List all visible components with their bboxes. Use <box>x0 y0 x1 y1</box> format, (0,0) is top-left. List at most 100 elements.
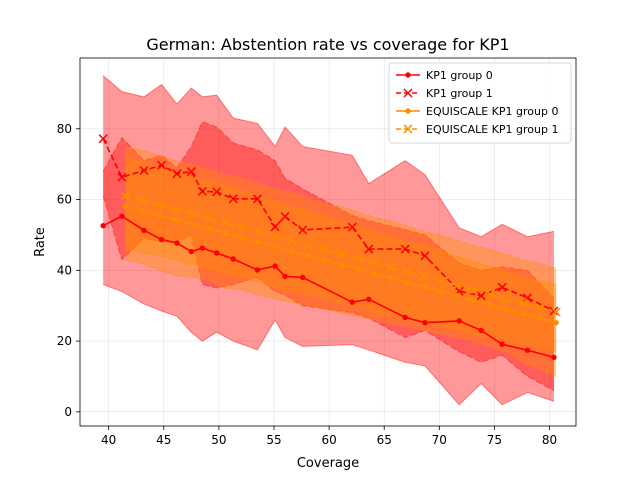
legend-marker <box>405 108 411 114</box>
kp1-group-1-point <box>497 282 507 292</box>
x-tick-label: 45 <box>156 433 171 447</box>
equiscale-kp1-group-1-point <box>369 258 379 268</box>
kp1-group-0-point <box>188 248 195 255</box>
equiscale-kp1-group-0-point <box>454 293 460 299</box>
kp1-group-1-point <box>252 194 262 204</box>
kp1-group-1-point <box>212 187 222 197</box>
legend-label: KP1 group 1 <box>426 87 493 100</box>
kp1-group-0-point <box>158 236 165 243</box>
equiscale-kp1-group-0-point <box>288 248 295 254</box>
equiscale-kp1-group-1-point <box>120 191 130 201</box>
kp1-group-0-point <box>349 299 355 305</box>
equiscale-kp1-group-1-point <box>502 294 512 304</box>
equiscale-kp1-group-1-point <box>468 285 479 295</box>
equiscale-kp1-group-0-point <box>355 266 361 272</box>
legend-frame <box>388 62 572 144</box>
chart-title: German: Abstention rate vs coverage for … <box>146 35 509 54</box>
kp1-group-0-point <box>499 341 505 347</box>
equiscale-kp1-group-0-point <box>189 221 196 228</box>
equiscale-kp1-group-0-point <box>122 203 128 210</box>
kp1-group-1-point <box>197 186 207 196</box>
kp1-group-0-point <box>402 314 408 321</box>
x-tick-label: 80 <box>542 433 557 447</box>
equiscale-kp1-group-0-band-upper-edge <box>125 156 557 285</box>
equiscale-kp1-group-0-band-lower-edge <box>125 259 557 377</box>
kp1-group-1-point <box>280 211 290 222</box>
equiscale-kp1-group-0-point <box>321 257 328 263</box>
equiscale-kp1-group-0-point <box>470 297 477 304</box>
legend-marker <box>405 72 411 78</box>
kp1-group-1-point <box>364 244 374 254</box>
legend-label: EQUISCALE KP1 group 0 <box>426 105 558 118</box>
equiscale-kp1-group-1-point <box>551 307 561 317</box>
kp1-group-0-point <box>213 250 220 256</box>
kp1-group-0-point <box>174 240 180 246</box>
legend-entry-kp1-group-1: KP1 group 1 <box>396 87 493 100</box>
legend-entry-equiscale-kp1-group-0: EQUISCALE KP1 group 0 <box>396 105 558 118</box>
x-tick-label: 40 <box>101 433 116 447</box>
series-markers <box>98 134 561 361</box>
equiscale-kp1-group-0-point <box>388 275 394 281</box>
legend-marker <box>403 88 413 98</box>
equiscale-kp1-group-0-point <box>487 301 493 308</box>
equiscale-kp1-group-0-point <box>272 243 278 250</box>
kp1-group-0-point <box>254 267 261 273</box>
equiscale-kp1-group-0-point <box>305 252 311 259</box>
kp1-group-1-point <box>139 165 149 176</box>
kp1-group-1-band <box>103 121 554 391</box>
kp1-group-0-point <box>524 347 531 353</box>
kp1-group-0-point <box>199 245 206 251</box>
equiscale-kp1-group-0-point <box>503 306 510 312</box>
kp1-group-1-point <box>98 134 108 144</box>
x-tick-label: 75 <box>487 433 502 447</box>
equiscale-kp1-group-0-point <box>536 315 543 321</box>
equiscale-kp1-group-0-point <box>437 288 444 295</box>
kp1-group-1-point <box>228 194 238 204</box>
kp1-group-1-point <box>347 222 357 232</box>
equiscale-kp1-group-0-point <box>371 270 377 277</box>
x-axis-ticks: 40 45 50 55 60 65 70 75 80 <box>101 426 557 447</box>
x-tick-label: 60 <box>321 433 336 447</box>
equiscale-kp1-group-0-point <box>255 239 262 245</box>
equiscale-kp1-group-0-point <box>139 208 145 214</box>
kp1-group-0-point <box>299 274 306 281</box>
equiscale-kp1-group-1-point <box>154 200 164 210</box>
equiscale-kp1-group-1-point <box>171 204 181 214</box>
equiscale-kp1-group-1-point <box>535 303 545 313</box>
x-axis-label: Coverage <box>297 456 359 471</box>
equiscale-kp1-group-1-point <box>254 227 264 237</box>
equiscale-kp1-group-1-point <box>287 236 297 246</box>
equiscale-kp1-group-1-point <box>320 245 330 255</box>
equiscale-kp1-group-0-point <box>173 217 179 223</box>
y-tick-label: 20 <box>57 334 72 348</box>
equiscale-kp1-group-0-point <box>338 261 344 268</box>
legend: KP1 group 0 KP1 group 1 EQUISCALE KP1 grou… <box>388 62 572 144</box>
kp1-group-1-point <box>420 251 430 261</box>
kp1-group-0-point <box>230 256 236 262</box>
kp1-group-1-point <box>270 222 280 232</box>
y-axis-label: Rate <box>33 227 48 257</box>
equiscale-kp1-group-1-point <box>303 240 313 250</box>
kp1-group-0-point <box>551 354 557 361</box>
y-axis-ticks: 0 20 40 60 80 <box>57 122 80 419</box>
y-tick-label: 80 <box>57 122 72 136</box>
y-tick-label: 60 <box>57 193 72 207</box>
kp1-group-1-point <box>549 306 559 316</box>
legend-label: KP1 group 0 <box>426 69 493 82</box>
equiscale-kp1-group-1-band-lower-edge <box>125 248 557 353</box>
legend-marker <box>403 124 413 134</box>
x-tick-label: 55 <box>266 433 281 447</box>
kp1-group-1-point <box>117 172 127 182</box>
kp1-group-0-point <box>478 327 484 334</box>
equiscale-kp1-group-0-point <box>404 279 411 286</box>
equiscale-kp1-group-1-point <box>518 298 528 308</box>
kp1-group-1-band-upper-edge <box>102 121 555 299</box>
kp1-group-0-point <box>100 223 106 229</box>
equiscale-kp1-group-0-point <box>222 230 229 236</box>
x-tick-label: 50 <box>211 433 226 447</box>
plot-area-frame <box>79 57 577 427</box>
y-tick-label: 0 <box>64 405 72 419</box>
equiscale-kp1-group-1-point <box>137 196 147 206</box>
kp1-group-0-band-lower-edge <box>102 283 555 406</box>
